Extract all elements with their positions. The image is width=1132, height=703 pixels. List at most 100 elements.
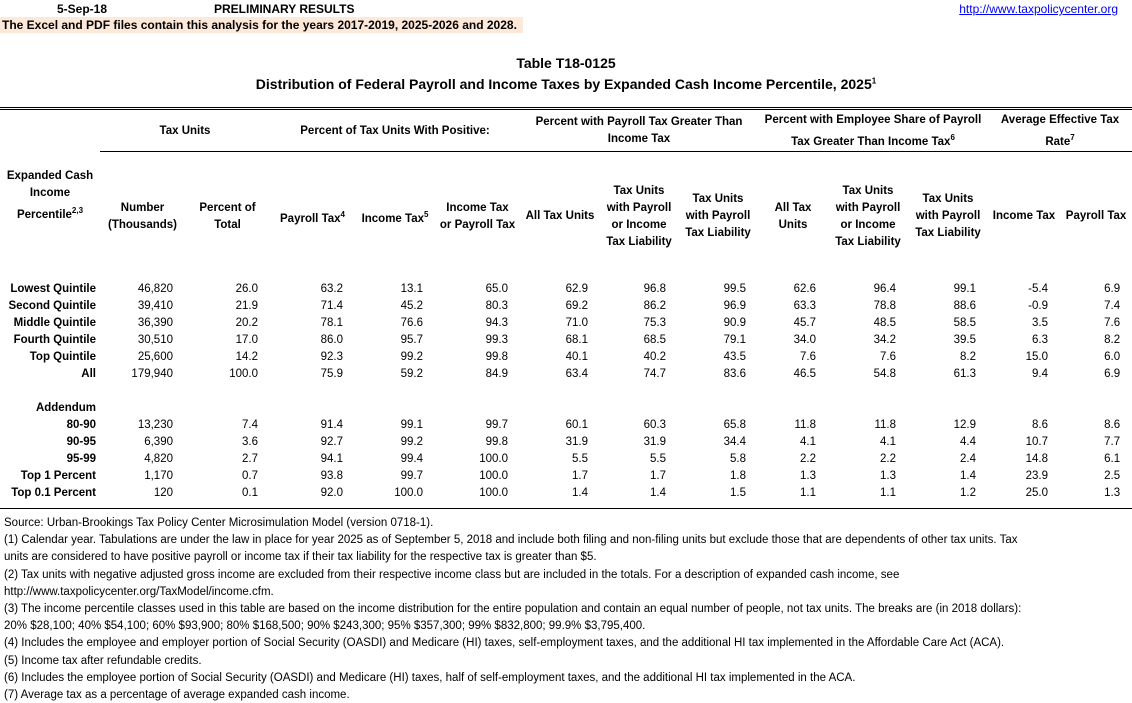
table-row: Second Quintile 39,410 21.9 71.4 45.2 80.3 69.… [0,298,1132,315]
cell-value: 1.2 [960,487,976,500]
cell-value: 79.1 [723,334,746,347]
cell-value: 74.7 [643,368,666,381]
cell-value: 99.5 [723,283,746,296]
cell-value: 45.2 [400,300,423,313]
cell-value: 62.6 [793,283,816,296]
col-number: Number (Thousands) [108,201,177,231]
cell-value: 0.1 [242,487,258,500]
cell-value: 5.5 [650,453,666,466]
cell-value: 4.1 [880,436,896,449]
cell-value: 60.3 [643,419,666,432]
cell-value: 99.4 [400,453,423,466]
cell-value: 99.7 [400,470,423,483]
cell-value: 6.0 [1104,351,1121,364]
table-row: Top Quintile 25,600 14.2 92.3 99.2 99.8 40.1 40… [0,349,1132,366]
col-percentile: Expanded Cash Income Percentile2,3 [6,170,94,222]
cell-value: 63.3 [793,300,816,313]
footnote: (6) Includes the employee portion of Soc… [4,671,856,684]
cell-value: 71.4 [320,300,343,313]
bottom-rule [0,508,1132,509]
table-row: Top 1 Percent 1,170 0.7 93.8 99.7 100.0 1.7 1.7… [0,468,1132,485]
cell-value: 1.3 [880,470,896,483]
cell-value: 120 [153,487,173,500]
cell-value: 25.0 [1025,487,1048,500]
cell-value: 13.1 [400,283,423,296]
cell-value: 31.9 [565,436,588,449]
col-income: Income Tax5 [361,209,429,225]
cell-value: 1.7 [650,470,666,483]
cell-value: 93.8 [320,470,343,483]
col-with-liab-2: Tax Units with Payroll or Income Tax Lia… [835,184,901,248]
cell-value: -5.4 [1028,283,1048,296]
col-eff-payroll: Payroll Tax [1065,210,1127,223]
cell-value: 1.4 [650,487,666,500]
table-row: Middle Quintile 36,390 20.2 78.1 76.6 94.3 71.… [0,315,1132,332]
group-employee-share: Percent with Employee Share of Payroll T… [758,112,988,152]
row-label: 80-90 [66,419,96,432]
col-pct-total: Percent of Total [199,201,256,231]
row-label: Second Quintile [8,300,96,313]
footnote: units are considered to have positive pa… [4,551,597,564]
cell-value: 59.2 [400,368,423,381]
cell-value: 1.1 [800,487,816,500]
cell-value: 2.5 [1104,470,1121,483]
cell-value: 100.0 [229,368,258,381]
cell-value: 58.5 [953,317,976,330]
cell-value: 99.8 [485,436,508,449]
cell-value: 65.0 [485,283,508,296]
cell-value: 39.5 [953,334,976,347]
cell-value: 99.3 [485,334,508,347]
cell-value: 54.8 [873,368,896,381]
cell-value: 25,600 [137,351,173,364]
cell-value: 15.0 [1025,351,1048,364]
row-label: 90-95 [66,436,96,449]
cell-value: -0.9 [1028,300,1048,313]
col-with-liab-1: Tax Units with Payroll or Income Tax Lia… [606,184,672,248]
cell-value: 4.1 [800,436,816,449]
cell-value: 5.5 [572,453,588,466]
cell-value: 1.3 [1104,487,1121,500]
footnote: Source: Urban-Brookings Tax Policy Cente… [4,517,434,529]
cell-value: 7.4 [242,419,258,432]
row-label: Fourth Quintile [13,334,96,347]
cell-value: 68.5 [643,334,666,347]
cell-value: 92.3 [320,351,343,364]
row-label: Top 0.1 Percent [11,487,96,500]
cell-value: 13,230 [137,419,173,432]
cell-value: 8.6 [1104,419,1121,432]
table-row: Fourth Quintile 30,510 17.0 86.0 95.7 99.3 68.… [0,332,1132,349]
cell-value: 3.5 [1032,317,1048,330]
cell-value: 46,820 [137,283,173,296]
addendum-label: Addendum [35,402,96,415]
cell-value: 91.4 [320,419,343,432]
cell-value: 63.2 [320,283,343,296]
cell-value: 17.0 [235,334,258,347]
cell-value: 14.2 [235,351,258,364]
cell-value: 36,390 [137,317,173,330]
cell-value: 100.0 [394,487,423,500]
cell-value: 94.1 [320,453,343,466]
cell-value: 60.1 [565,419,588,432]
cell-value: 7.6 [800,351,816,364]
cell-value: 1.8 [730,470,746,483]
top-rule [0,107,1132,110]
cell-value: 80.3 [485,300,508,313]
cell-value: 1.1 [880,487,896,500]
cell-value: 6.3 [1032,334,1048,347]
row-label: 95-99 [66,453,96,466]
tpc-link[interactable]: http://www.taxpolicycenter.org [959,2,1118,16]
cell-value: 1.3 [800,470,816,483]
cell-value: 6,390 [144,436,173,449]
cell-value: 11.8 [794,419,816,432]
col-eff-income: Income Tax [992,210,1056,223]
cell-value: 71.0 [565,317,588,330]
cell-value: 46.5 [793,368,816,381]
cell-value: 86.0 [320,334,343,347]
cell-value: 1,170 [144,470,173,483]
cell-value: 69.2 [565,300,588,313]
cell-value: 7.7 [1104,436,1121,449]
cell-value: 99.1 [953,283,976,296]
cell-value: 1.7 [572,470,588,483]
col-with-pay-1: Tax Units with Payroll Tax Liability [685,193,751,240]
row-label: Middle Quintile [13,317,96,330]
